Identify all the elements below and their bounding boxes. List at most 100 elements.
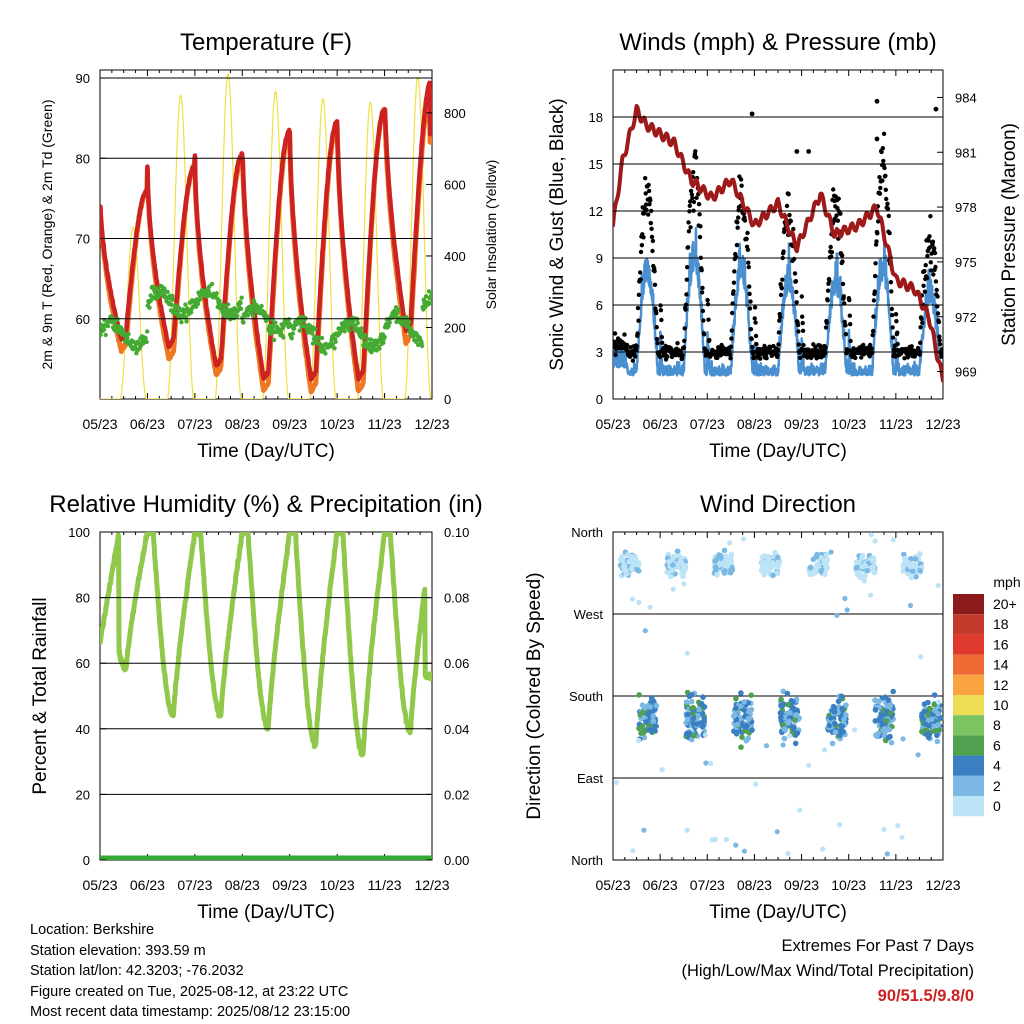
gust-point (926, 238, 931, 243)
direction-point (859, 563, 866, 570)
direction-point (837, 732, 843, 739)
gust-point (646, 188, 652, 194)
gust-point (750, 344, 755, 350)
gust-point (744, 236, 749, 242)
dewpoint-point (169, 302, 174, 308)
direction-point (781, 735, 788, 742)
gust-point (728, 356, 733, 361)
gust-point (747, 306, 753, 311)
legend-label: 10 (993, 697, 1009, 713)
gust-point (933, 279, 939, 284)
y-tick-label: North (571, 525, 603, 540)
gust-point (889, 306, 894, 312)
dewpoint-point (365, 337, 370, 342)
y-tick-label: 40 (76, 722, 90, 737)
gust-point (754, 342, 759, 347)
dewpoint-point (125, 335, 130, 341)
dewpoint-point (179, 320, 184, 325)
direction-point (908, 574, 915, 581)
direction-point (646, 711, 652, 718)
gust-point (834, 213, 839, 218)
gust-point (688, 188, 694, 194)
gust-point (884, 196, 889, 202)
direction-point (748, 706, 755, 713)
gust-point (632, 354, 638, 359)
direction-point (690, 704, 696, 711)
y2-tick-label: 972 (955, 310, 977, 325)
direction-point (797, 807, 803, 813)
gust-point (652, 282, 658, 287)
direction-point (765, 554, 771, 560)
gust-point (758, 356, 763, 361)
y-tick-label: 0 (83, 853, 90, 868)
dewpoint-point (406, 319, 412, 325)
direction-point (774, 564, 780, 571)
gust-point (825, 288, 831, 293)
dewpoint-point (239, 295, 244, 300)
direction-point (677, 560, 684, 566)
gust-point (638, 270, 643, 275)
gust-point (729, 336, 734, 341)
direction-point (912, 563, 918, 570)
x-tick-label: 09/23 (784, 877, 819, 893)
gust-point (788, 218, 793, 224)
direction-point (872, 697, 878, 704)
direction-point (777, 710, 784, 716)
gust-point (873, 242, 879, 247)
direction-point (934, 732, 940, 739)
y2-tick-label: 981 (955, 145, 977, 160)
gust-point (638, 249, 644, 255)
direction-point (635, 568, 642, 574)
y-tick-label: 12 (589, 204, 603, 219)
gust-point (871, 314, 876, 319)
gust-point (728, 344, 734, 349)
gust-point (927, 245, 933, 250)
direction-point (775, 554, 781, 561)
dewpoint-point (145, 329, 150, 334)
direction-point (780, 688, 787, 695)
direction-point (821, 747, 828, 753)
direction-point (883, 708, 890, 715)
gust-point (699, 268, 704, 273)
panel-2: Winds (mph) & Pressure (mb) Time (Day/UTC… (547, 29, 1020, 462)
gust-point (842, 301, 847, 306)
gust-point (686, 229, 692, 234)
gust-point (893, 312, 899, 317)
gust-point (895, 341, 900, 347)
gust-point (654, 337, 660, 342)
dewpoint-point (235, 313, 240, 319)
direction-point (935, 699, 942, 705)
direction-point (774, 829, 780, 835)
x-tick-label: 11/23 (368, 877, 402, 893)
y-tick-label: 6 (596, 298, 603, 313)
direction-point (741, 707, 747, 713)
gust-point (691, 199, 697, 205)
gust-series (613, 98, 943, 363)
gust-point (686, 220, 691, 225)
dewpoint-point (253, 309, 258, 314)
dewpoint-point (368, 337, 374, 342)
gust-point (841, 294, 846, 299)
y2-tick-label: 800 (444, 106, 466, 121)
gust-point (647, 202, 652, 207)
dewpoint-point (188, 310, 194, 315)
plot-area (613, 98, 943, 383)
gust-point (634, 347, 639, 352)
gust-point (870, 328, 876, 334)
direction-point (878, 713, 885, 720)
y-tick-label: 60 (76, 312, 90, 327)
dewpoint-point (377, 346, 382, 351)
gust-point (691, 170, 696, 175)
dewpoint-point (238, 300, 243, 306)
direction-point (922, 721, 929, 727)
direction-point (666, 559, 672, 565)
direction-point (647, 704, 654, 710)
gust-point (795, 322, 801, 328)
gust-point (734, 242, 740, 248)
gust-point (794, 289, 799, 295)
dewpoint-point (209, 281, 215, 287)
dewpoint-point (272, 337, 277, 343)
panel-3: Relative Humidity (%) & Precipitation (i… (30, 491, 483, 923)
direction-point (901, 551, 907, 558)
gust-point (735, 225, 740, 230)
